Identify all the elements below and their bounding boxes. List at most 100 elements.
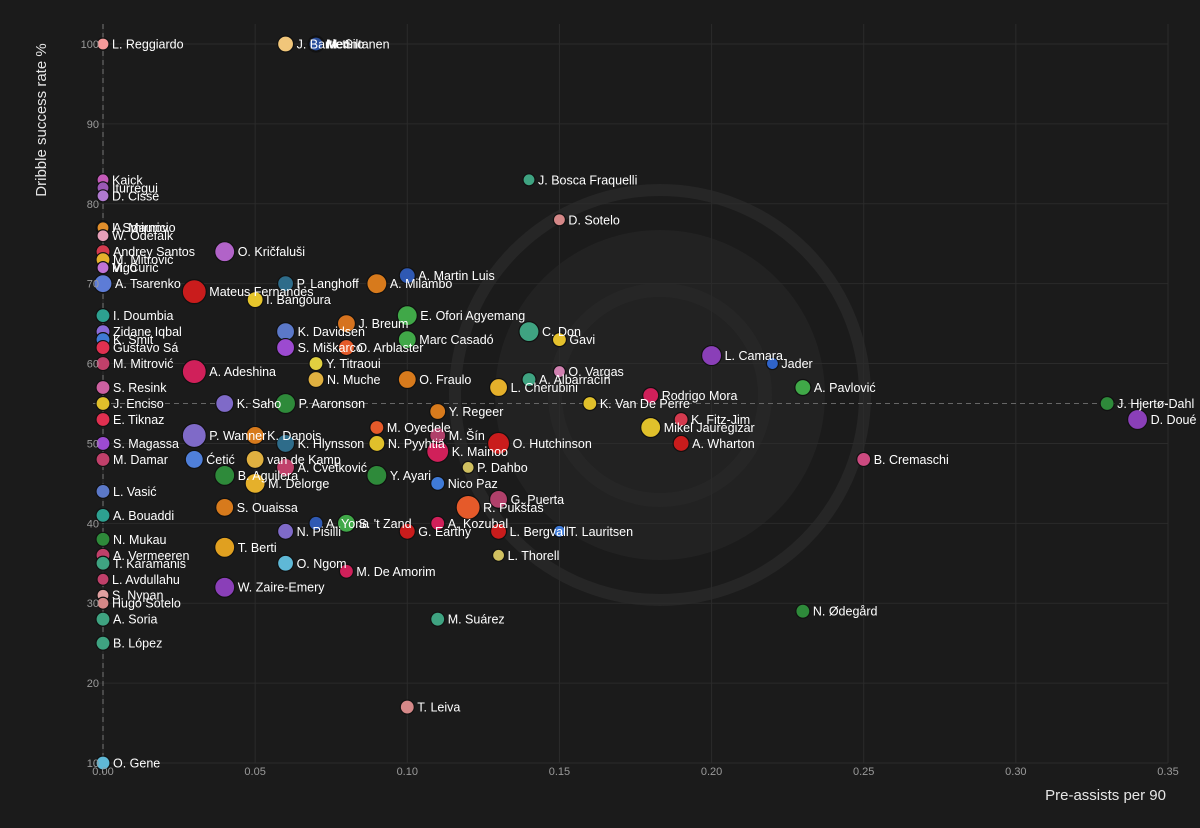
point-label: O. Ngom xyxy=(297,557,347,571)
data-point xyxy=(95,355,111,372)
point-label: A. Cvetković xyxy=(298,461,367,475)
point-label: L. Thorell xyxy=(508,549,560,563)
data-point xyxy=(765,356,780,371)
data-point xyxy=(673,411,689,428)
point-label: S. Magassa xyxy=(113,437,179,451)
point-label: A. Albarracín xyxy=(539,373,611,387)
data-point xyxy=(276,35,295,53)
data-point xyxy=(181,358,207,385)
point-label: Ćetić xyxy=(206,452,234,467)
data-point xyxy=(430,515,446,531)
point-label: Mateus Fernandes xyxy=(209,285,313,299)
point-label: Merino xyxy=(326,38,364,52)
point-label: I. Smirnov xyxy=(112,221,169,235)
x-tick-label: 0.10 xyxy=(397,766,418,778)
point-label: C. Don xyxy=(542,325,581,339)
data-point xyxy=(368,434,386,453)
point-label: Jader xyxy=(781,357,812,371)
data-point xyxy=(95,308,111,324)
point-label: A. Bouaddi xyxy=(113,509,174,523)
point-label: J. Bosca Fraquelli xyxy=(538,173,637,187)
data-point xyxy=(700,344,723,367)
point-label: A. Adeshina xyxy=(209,365,276,379)
data-point xyxy=(95,755,111,771)
point-label: L. Camara xyxy=(725,349,783,363)
data-point xyxy=(276,554,295,572)
point-label: T. Leiva xyxy=(417,701,460,715)
x-axis-title: Pre-assists per 90 xyxy=(1045,787,1166,804)
data-point xyxy=(398,522,416,540)
x-tick-label: 0.15 xyxy=(549,766,570,778)
point-label: van de Kamp xyxy=(267,453,341,467)
point-label: K. Fitz-Jim xyxy=(691,413,750,427)
point-label: P. Langhoff xyxy=(297,277,360,291)
point-label: L. Cherubini xyxy=(511,381,578,395)
point-label: B. López xyxy=(113,637,162,651)
data-point xyxy=(430,611,446,627)
point-label: O. Fraulo xyxy=(419,373,471,387)
data-point xyxy=(215,497,235,517)
watermark-ring xyxy=(449,184,871,606)
y-tick-label: 10 xyxy=(87,758,99,770)
point-label: P. Dahbo xyxy=(477,461,528,475)
point-label: O. Kričfaluši xyxy=(238,245,305,259)
data-point xyxy=(336,513,357,533)
data-point xyxy=(96,189,110,203)
point-label: J. Hjertø-Dahl xyxy=(1117,397,1194,411)
point-label: O. Vargas xyxy=(568,365,623,379)
data-point xyxy=(308,515,324,531)
axis-ticks: 0.00 0.05 0.10 0.15 0.20 0.25 0.30 0.35 10 20 30 40… xyxy=(81,39,1179,778)
point-label: K. Davidsen xyxy=(298,325,365,339)
data-point xyxy=(276,522,295,540)
point-label: M. Mitrović xyxy=(113,357,173,371)
point-label: K. Van De Perre xyxy=(600,397,690,411)
data-point xyxy=(275,433,296,454)
point-label: D. Doué xyxy=(1151,413,1197,427)
point-label: Gavi xyxy=(569,333,595,347)
data-point xyxy=(214,241,236,263)
point-label: A. Kozubal xyxy=(448,517,508,531)
y-tick-label: 100 xyxy=(81,39,99,51)
point-label: Hugo Sotelo xyxy=(112,597,181,611)
point-label: E. Tiknaz xyxy=(113,413,164,427)
point-label: Marc Casadó xyxy=(419,333,493,347)
point-label: J. Enciso xyxy=(113,397,164,411)
point-label: M. Ćurić xyxy=(112,260,159,275)
point-label: M. Delorge xyxy=(268,477,329,491)
data-point xyxy=(95,435,111,452)
point-label: L. Bergvall xyxy=(510,525,569,539)
point-label: G. Puerta xyxy=(511,493,565,507)
data-point xyxy=(245,449,265,470)
point-label: A. Tsarenko xyxy=(115,277,181,291)
watermark-disc xyxy=(495,230,825,560)
data-point xyxy=(455,494,481,520)
point-label: A. Wharton xyxy=(692,437,755,451)
point-label: A. Soria xyxy=(113,613,158,627)
data-point xyxy=(429,426,447,445)
point-label: M. Oyedele xyxy=(387,421,451,435)
point-label: K. Danois xyxy=(267,429,321,443)
data-point xyxy=(96,572,110,586)
data-point xyxy=(181,422,207,449)
point-label: K. Mainoo xyxy=(452,445,508,459)
point-label: Zidane Iqbal xyxy=(113,325,182,339)
point-label: B. Aguilera xyxy=(238,469,299,483)
point-label: K. Hlynsson xyxy=(298,437,365,451)
point-label: P. Wanner xyxy=(209,429,266,443)
data-point xyxy=(336,314,357,334)
data-point xyxy=(795,603,811,619)
data-point xyxy=(338,563,355,579)
data-point xyxy=(366,273,388,295)
data-point xyxy=(430,475,446,491)
data-point xyxy=(95,339,111,356)
point-label: Y. Ayari xyxy=(390,469,431,483)
data-point xyxy=(246,291,264,309)
point-label: M. Damar xyxy=(113,453,168,467)
data-point xyxy=(489,522,508,540)
data-point xyxy=(244,472,266,494)
data-point xyxy=(95,483,111,499)
data-point xyxy=(95,531,111,547)
point-label: S. 't Zand xyxy=(358,517,411,531)
point-label: N. Mukau xyxy=(113,533,167,547)
data-point xyxy=(642,386,660,405)
